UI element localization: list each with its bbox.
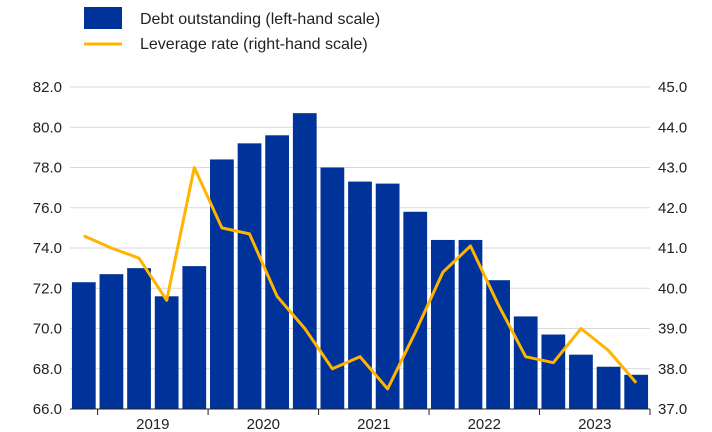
legend-swatch-bar [84,7,122,29]
y-right-tick-label: 39.0 [658,321,687,338]
bars [71,113,649,410]
bar [182,266,207,409]
y-right-tick-label: 44.0 [658,119,687,136]
legend-label-leverage: Leverage rate (right-hand scale) [140,36,368,53]
bar [596,366,621,409]
legend: Debt outstanding (left-hand scale) Lever… [84,7,380,53]
bar [486,280,510,409]
tick-labels: 82.0 80.0 78.0 76.0 74.0 72.0 70.0 68.0 66.0 45.0… [33,79,687,432]
y-left-tick-label: 66.0 [33,401,62,418]
y-right-tick-label: 45.0 [658,79,687,96]
y-left-tick-label: 72.0 [33,280,62,297]
bar [292,113,317,409]
bar [513,316,538,409]
bar [375,183,400,409]
y-right-tick-label: 40.0 [658,280,687,297]
y-left-tick-label: 80.0 [33,119,62,136]
y-left-tick-label: 78.0 [33,160,62,177]
y-right-tick-label: 42.0 [658,200,687,217]
bar [624,374,649,409]
y-right-tick-label: 41.0 [658,240,687,257]
bar [237,143,262,409]
x-tick-label: 2021 [357,416,390,432]
bar [541,334,566,409]
y-right-tick-label: 38.0 [658,361,687,378]
leverage-line [83,166,638,391]
bar [320,167,345,409]
y-left-tick-label: 70.0 [33,321,62,338]
y-right-tick-label: 43.0 [658,160,687,177]
x-tick-label: 2022 [468,416,501,432]
y-left-tick-label: 68.0 [33,361,62,378]
x-tick-label: 2020 [247,416,280,432]
bar [265,135,290,410]
y-right-tick-label: 37.0 [658,401,687,418]
legend-label-debt: Debt outstanding (left-hand scale) [140,11,380,28]
y-left-tick-label: 74.0 [33,240,62,257]
bar [210,159,234,409]
bar [403,211,428,409]
bar [458,239,483,409]
x-tick-label: 2019 [136,416,169,432]
bar [154,296,179,409]
bar [127,268,151,409]
y-left-tick-label: 76.0 [33,200,62,217]
bar [569,354,593,409]
y-left-tick-label: 82.0 [33,79,62,96]
x-tick-label: 2023 [578,416,611,432]
axes [70,408,651,415]
line-series [83,166,638,391]
bar [348,181,372,409]
bar [71,282,96,409]
bar [99,274,124,409]
